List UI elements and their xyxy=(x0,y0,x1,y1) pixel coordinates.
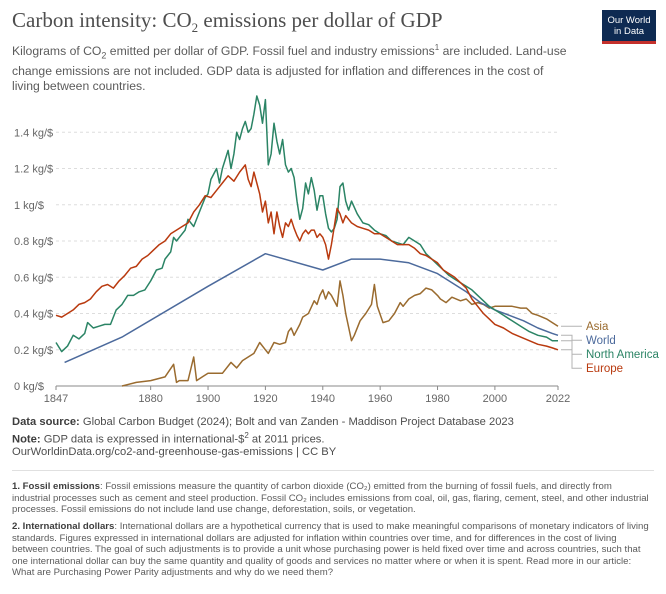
x-tick-label: 1880 xyxy=(138,393,162,405)
data-source: Data source: Global Carbon Budget (2024)… xyxy=(12,416,514,428)
series-line-asia xyxy=(121,280,559,387)
y-tick-label: 0.2 kg/$ xyxy=(14,345,53,357)
series-label-asia: Asia xyxy=(586,321,609,333)
y-tick-label: 0 kg/$ xyxy=(14,381,44,393)
logo-line-1: Our World xyxy=(607,14,651,26)
x-tick-label: 1960 xyxy=(368,393,392,405)
line-chart: 0 kg/$ 0.2 kg/$ 0.4 kg/$ 0.6 kg/$ 0.8 kg/$ 1 … xyxy=(14,95,659,405)
chart-title: Carbon intensity: CO2 emissions per doll… xyxy=(12,8,443,36)
x-tick-label: 1900 xyxy=(196,393,220,405)
label-connector xyxy=(561,349,582,369)
y-tick-label: 1.2 kg/$ xyxy=(14,164,53,176)
y-tick-label: 0.6 kg/$ xyxy=(14,272,53,284)
x-tick-label: 1847 xyxy=(44,393,68,405)
y-tick-label: 1.4 kg/$ xyxy=(14,127,53,139)
x-tick-label: 1980 xyxy=(425,393,449,405)
footnote-fossil-emissions: 1. Fossil emissions: Fossil emissions me… xyxy=(12,481,649,516)
source-url-link[interactable]: OurWorldinData.org/co2-and-greenhouse-ga… xyxy=(12,446,337,458)
series-line-north-america xyxy=(55,95,558,353)
y-tick-label: 0.8 kg/$ xyxy=(14,236,53,248)
logo-line-2: in Data xyxy=(613,25,645,37)
series-label-europe: Europe xyxy=(586,363,623,375)
series-line-europe xyxy=(55,164,559,351)
x-axis-ticks: 1847 1880 1900 1920 1940 1960 1980 2000 2022 xyxy=(44,386,570,405)
series-label-north-america: North America xyxy=(586,349,659,361)
label-connector xyxy=(561,334,582,341)
x-tick-label: 2000 xyxy=(483,393,507,405)
footnote-international-dollars: 2. International dollars: International … xyxy=(12,521,649,579)
y-tick-label: 1 kg/$ xyxy=(14,200,44,212)
y-gridlines xyxy=(56,131,558,387)
series-label-world: World xyxy=(586,335,616,347)
x-tick-label: 1920 xyxy=(253,393,277,405)
x-tick-label: 1940 xyxy=(311,393,335,405)
footer-divider xyxy=(12,470,654,471)
x-tick-label: 2022 xyxy=(546,393,570,405)
series-line-world xyxy=(64,252,559,364)
owid-logo[interactable]: Our World in Data xyxy=(602,10,656,44)
series-labels: Asia World North America Europe xyxy=(561,321,659,375)
series-lines xyxy=(55,95,559,387)
y-tick-label: 0.4 kg/$ xyxy=(14,309,53,321)
label-connector xyxy=(561,340,582,355)
y-axis-ticks: 0 kg/$ 0.2 kg/$ 0.4 kg/$ 0.6 kg/$ 0.8 kg/$ 1 … xyxy=(14,127,53,393)
chart-subtitle: Kilograms of CO2 emitted per dollar of G… xyxy=(12,43,567,93)
data-note: Note: GDP data is expressed in internati… xyxy=(12,431,325,446)
